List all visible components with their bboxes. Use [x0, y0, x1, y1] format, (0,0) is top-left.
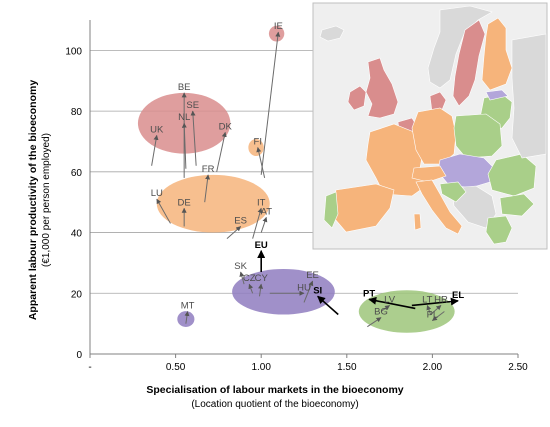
arrow-ie: [260, 31, 281, 175]
europe-map-inset: [312, 2, 548, 250]
arrow-lu: [156, 198, 171, 224]
point-label-dk: DK: [219, 121, 233, 132]
map-iceland: [319, 25, 345, 42]
point-label-lu: LU: [151, 188, 163, 199]
arrow-cz: [248, 283, 254, 294]
x-axis-title: Specialisation of labour markets in the …: [146, 384, 403, 410]
x-tick-label: 2.00: [423, 362, 443, 373]
arrow-dk: [216, 131, 227, 172]
map-austria: [411, 165, 447, 183]
point-label-cy: CY: [255, 273, 269, 284]
x-axis-ticks: - 0.50 1.00 1.50 2.00 2.50: [88, 354, 528, 373]
arrow-se: [190, 110, 197, 166]
x-tick-label: -: [88, 362, 91, 373]
point-label-fr: FR: [202, 164, 215, 175]
y-axis-title: Apparent labour productivity of the bioe…: [27, 80, 52, 321]
x-tick-label: 1.50: [337, 362, 357, 373]
y-tick-label: 20: [71, 289, 83, 300]
arrow-el: [411, 297, 459, 307]
arrow-it: [252, 207, 263, 239]
point-label-uk: UK: [150, 124, 164, 135]
y-axis-sublabel: (€1,000 per person employed): [41, 133, 52, 267]
cluster-ellipse-purple: [177, 311, 195, 327]
arrow-hr: [430, 305, 442, 315]
y-tick-label: 60: [71, 168, 83, 179]
x-axis-label: Specialisation of labour markets in the …: [146, 384, 403, 396]
point-label-pl: PL: [427, 310, 439, 321]
map-norway: [427, 5, 493, 89]
point-label-hr: HR: [434, 294, 448, 305]
map-poland: [453, 113, 503, 159]
point-label-cz: CZ: [243, 273, 256, 284]
y-tick-label: 0: [76, 350, 82, 361]
arrow-bg: [367, 317, 382, 328]
point-label-lv: LV: [384, 294, 396, 305]
arrow-ee: [303, 280, 314, 303]
point-label-se: SE: [186, 100, 199, 111]
point-label-pt: PT: [363, 288, 375, 299]
map-uk: [365, 57, 399, 119]
point-label-sk: SK: [234, 261, 247, 272]
point-label-ee: EE: [306, 270, 319, 281]
arrow-fr: [204, 174, 211, 203]
point-label-ie: IE: [274, 21, 283, 32]
map-portugal: [323, 191, 339, 229]
map-ireland: [347, 85, 367, 111]
point-label-eu: EU: [255, 240, 268, 251]
point-label-bg: BG: [374, 307, 388, 318]
map-eastern-edge: [511, 33, 547, 159]
arrow-mt: [184, 310, 190, 324]
x-tick-label: 1.00: [251, 362, 271, 373]
y-axis-label: Apparent labour productivity of the bioe…: [27, 80, 39, 321]
arrow-fi: [256, 147, 266, 179]
map-italy: [415, 179, 463, 235]
cluster-ellipse-purple: [232, 268, 335, 315]
x-tick-label: 2.50: [508, 362, 528, 373]
map-bulgaria: [499, 193, 535, 217]
point-label-el: EL: [452, 290, 464, 301]
cluster-ellipse-green: [358, 290, 455, 333]
map-sardinia: [413, 213, 422, 231]
arrow-cy: [258, 283, 264, 297]
cluster-ellipse-orange: [156, 174, 270, 233]
point-label-lt: LT: [422, 294, 433, 305]
point-label-es: ES: [234, 215, 247, 226]
arrow-at: [260, 216, 268, 233]
y-tick-label: 40: [71, 229, 83, 240]
point-label-de: DE: [178, 197, 191, 208]
y-axis-ticks: 0 20 40 60 80 100: [65, 46, 82, 361]
point-label-be: BE: [178, 82, 191, 93]
point-label-si: SI: [313, 285, 322, 296]
arrow-si: [317, 295, 339, 316]
map-estonia: [485, 89, 509, 101]
arrow-nl: [181, 122, 187, 169]
movement-arrows: [151, 31, 459, 328]
map-greece: [485, 215, 513, 245]
point-label-hu: HU: [297, 282, 311, 293]
y-tick-label: 100: [65, 46, 82, 57]
map-croatia-slovenia: [439, 181, 467, 203]
arrow-lt: [426, 304, 432, 315]
point-label-nl: NL: [178, 112, 190, 123]
map-france: [365, 123, 427, 197]
arrow-pt: [368, 296, 416, 310]
cluster-ellipses: [137, 25, 455, 333]
arrow-lv: [380, 305, 391, 312]
x-axis-sublabel: (Location quotient of the bioeconomy): [191, 399, 358, 410]
map-sweden: [452, 19, 486, 107]
arrow-sk: [239, 271, 245, 285]
point-label-mt: MT: [181, 300, 195, 311]
map-finland: [481, 17, 513, 91]
y-tick-label: 80: [71, 107, 83, 118]
arrow-uk: [151, 134, 159, 166]
point-label-at: AT: [261, 206, 273, 217]
x-tick-label: 0.50: [166, 362, 186, 373]
point-label-fi: FI: [254, 137, 262, 148]
arrow-pl: [432, 311, 445, 321]
point-label-it: IT: [257, 197, 266, 208]
arrow-es: [226, 226, 242, 239]
